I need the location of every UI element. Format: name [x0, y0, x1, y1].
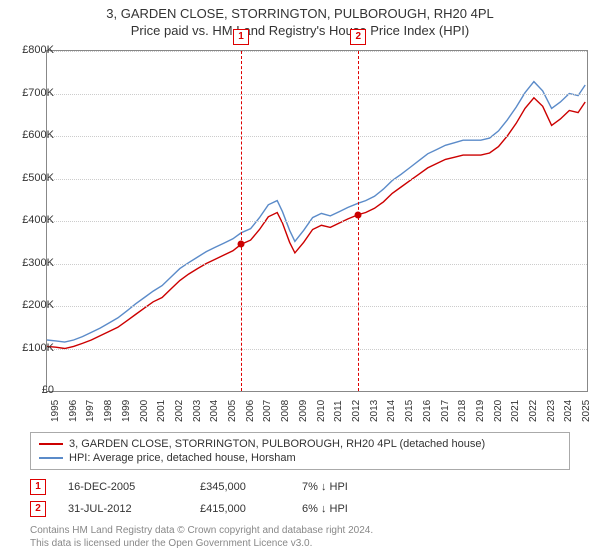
footnote-line: Contains HM Land Registry data © Crown c…	[30, 524, 373, 537]
x-tick-label: 2007	[262, 400, 273, 422]
y-tick-label: £800K	[14, 44, 54, 56]
legend-label: 3, GARDEN CLOSE, STORRINGTON, PULBOROUGH…	[69, 438, 485, 450]
y-tick-label: £0	[14, 384, 54, 396]
legend: 3, GARDEN CLOSE, STORRINGTON, PULBOROUGH…	[30, 432, 570, 470]
x-tick-label: 2024	[563, 400, 574, 422]
series-line-hpi	[47, 82, 585, 343]
gridline	[47, 349, 587, 350]
legend-swatch	[39, 443, 63, 445]
x-tick-label: 2005	[227, 400, 238, 422]
legend-swatch	[39, 457, 63, 459]
x-tick-label: 2006	[245, 400, 256, 422]
x-tick-label: 2025	[581, 400, 592, 422]
x-tick-label: 2016	[422, 400, 433, 422]
sale-marker-icon: 2	[30, 501, 46, 517]
legend-item: 3, GARDEN CLOSE, STORRINGTON, PULBOROUGH…	[39, 437, 561, 451]
title-line-1: 3, GARDEN CLOSE, STORRINGTON, PULBOROUGH…	[0, 0, 600, 21]
x-tick-label: 2000	[139, 400, 150, 422]
sale-pct: 6% ↓ HPI	[302, 503, 402, 515]
sale-price: £415,000	[200, 503, 280, 515]
y-tick-label: £500K	[14, 172, 54, 184]
x-tick-label: 2010	[316, 400, 327, 422]
sales-table: 1 16-DEC-2005 £345,000 7% ↓ HPI 2 31-JUL…	[30, 476, 570, 520]
footnote: Contains HM Land Registry data © Crown c…	[30, 524, 373, 550]
y-tick-label: £700K	[14, 87, 54, 99]
x-tick-label: 2003	[192, 400, 203, 422]
y-tick-label: £200K	[14, 299, 54, 311]
x-tick-label: 2020	[493, 400, 504, 422]
sale-price: £345,000	[200, 481, 280, 493]
footnote-line: This data is licensed under the Open Gov…	[30, 537, 373, 550]
x-tick-label: 2018	[457, 400, 468, 422]
sale-marker-box: 1	[233, 29, 249, 45]
sale-marker-icon: 1	[30, 479, 46, 495]
legend-item: HPI: Average price, detached house, Hors…	[39, 451, 561, 465]
x-tick-label: 2001	[156, 400, 167, 422]
sale-row: 2 31-JUL-2012 £415,000 6% ↓ HPI	[30, 498, 570, 520]
sale-marker-box: 2	[350, 29, 366, 45]
sale-marker-line	[241, 51, 242, 391]
x-tick-label: 2011	[333, 400, 344, 422]
title-line-2: Price paid vs. HM Land Registry's House …	[0, 21, 600, 42]
sale-row: 1 16-DEC-2005 £345,000 7% ↓ HPI	[30, 476, 570, 498]
x-tick-label: 1998	[103, 400, 114, 422]
x-tick-label: 1995	[50, 400, 61, 422]
x-tick-label: 1999	[121, 400, 132, 422]
price-chart: 12	[46, 50, 588, 392]
gridline	[47, 51, 587, 52]
x-tick-label: 2009	[298, 400, 309, 422]
x-tick-label: 2013	[369, 400, 380, 422]
gridline	[47, 264, 587, 265]
sale-dot	[355, 211, 362, 218]
legend-label: HPI: Average price, detached house, Hors…	[69, 452, 296, 464]
x-tick-label: 2004	[209, 400, 220, 422]
x-tick-label: 2023	[546, 400, 557, 422]
x-tick-label: 2015	[404, 400, 415, 422]
y-tick-label: £100K	[14, 342, 54, 354]
sale-date: 31-JUL-2012	[68, 503, 178, 515]
y-tick-label: £600K	[14, 129, 54, 141]
x-tick-label: 2022	[528, 400, 539, 422]
x-tick-label: 2021	[510, 400, 521, 422]
x-tick-label: 2002	[174, 400, 185, 422]
gridline	[47, 136, 587, 137]
x-tick-label: 2012	[351, 400, 362, 422]
sale-marker-line	[358, 51, 359, 391]
sale-date: 16-DEC-2005	[68, 481, 178, 493]
y-tick-label: £300K	[14, 257, 54, 269]
gridline	[47, 306, 587, 307]
sale-pct: 7% ↓ HPI	[302, 481, 402, 493]
y-tick-label: £400K	[14, 214, 54, 226]
x-tick-label: 2008	[280, 400, 291, 422]
x-tick-label: 1997	[85, 400, 96, 422]
x-tick-label: 2017	[440, 400, 451, 422]
x-tick-label: 2014	[386, 400, 397, 422]
x-tick-label: 2019	[475, 400, 486, 422]
gridline	[47, 179, 587, 180]
gridline	[47, 221, 587, 222]
x-tick-label: 1996	[68, 400, 79, 422]
gridline	[47, 94, 587, 95]
sale-dot	[238, 241, 245, 248]
